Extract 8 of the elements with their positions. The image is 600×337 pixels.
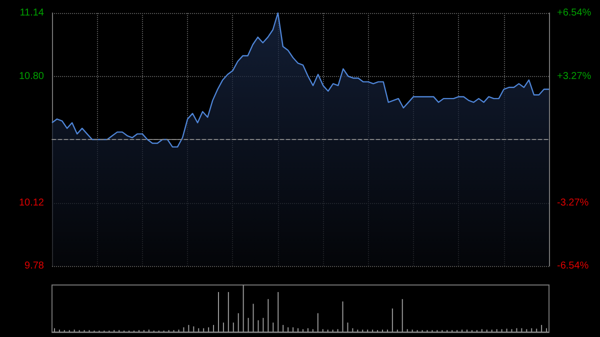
- y2-tick-label: +3.27%: [557, 70, 592, 82]
- y2-tick-label: -6.54%: [557, 260, 589, 272]
- y2-tick-label: +6.54%: [557, 8, 592, 18]
- y-tick-label: 9.78: [24, 260, 44, 272]
- y-tick-label: 10.80: [18, 70, 44, 82]
- y-tick-label: 10.12: [18, 197, 44, 208]
- y2-tick-label: -3.27%: [557, 197, 589, 208]
- y-tick-label: 11.14: [20, 8, 44, 18]
